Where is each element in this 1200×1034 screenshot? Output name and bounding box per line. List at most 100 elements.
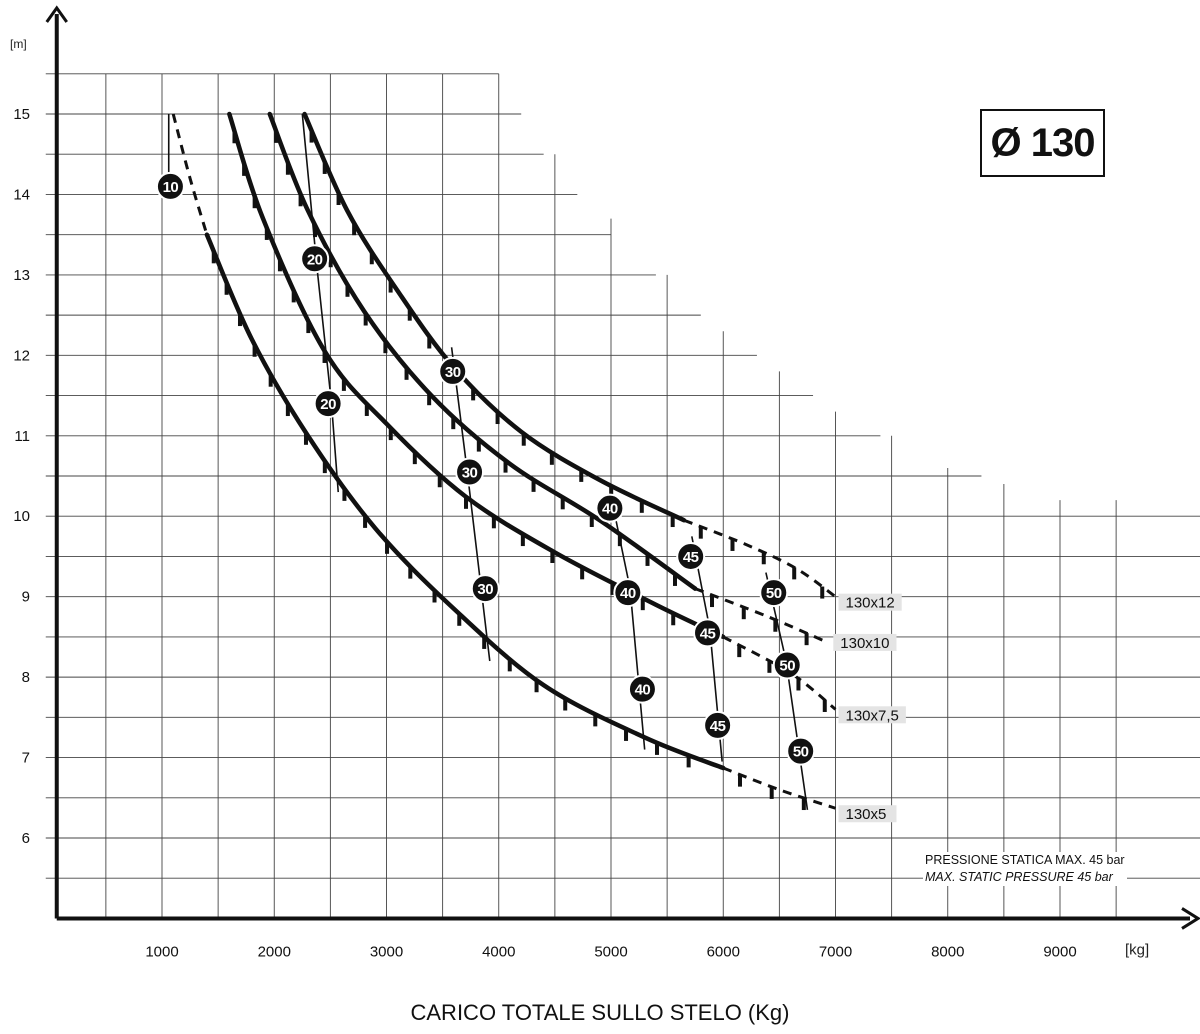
curve-tick	[383, 341, 388, 354]
series-label-130x10: 130x10	[833, 633, 897, 652]
curve-tick	[609, 486, 614, 499]
series-label-text: 130x5	[846, 806, 887, 823]
curve-tick	[328, 255, 333, 268]
iso-marker	[676, 541, 706, 571]
diameter-label: Ø 130	[980, 109, 1105, 177]
curve-tick	[252, 196, 257, 209]
grid	[45, 73, 1200, 919]
curve-tick	[672, 573, 677, 586]
curve-tick	[801, 798, 806, 811]
curve-tick	[686, 755, 691, 768]
curve-dashed-130x12	[683, 518, 837, 598]
curve-tick	[503, 460, 508, 473]
iso-marker	[759, 578, 789, 608]
curve-tick	[322, 161, 327, 174]
curve-tick	[792, 567, 797, 580]
iso-marker-label: 50	[779, 658, 795, 675]
x-tick-label: 1000	[145, 943, 178, 960]
curve-130x12	[302, 111, 687, 523]
curve-tick	[237, 314, 242, 327]
curve-tick	[274, 130, 279, 143]
curve-tick	[645, 553, 650, 566]
iso-marker-label: 45	[700, 625, 716, 642]
curve-tick	[268, 374, 273, 387]
pressure-note: PRESSIONE STATICA MAX. 45 bar MAX. STATI…	[923, 852, 1127, 886]
curve-tick	[737, 645, 742, 658]
curve-tick	[471, 388, 476, 401]
pressure-note-en: MAX. STATIC PRESSURE 45 bar	[925, 870, 1113, 884]
x-tick-label: 3000	[370, 943, 403, 960]
curve-tick	[211, 251, 216, 264]
curve-tick	[773, 619, 778, 632]
iso-marker	[438, 356, 468, 386]
iso-marker	[693, 618, 723, 648]
curve-tick	[593, 714, 598, 727]
curve-tick	[549, 452, 554, 465]
curve-tick	[364, 403, 369, 416]
iso-marker	[300, 244, 330, 274]
y-tick-label: 13	[13, 267, 30, 284]
curve-tick	[363, 313, 368, 326]
y-tick-label: 14	[13, 186, 30, 203]
x-tick-label: 4000	[482, 943, 515, 960]
curve-tick	[521, 433, 526, 446]
curve-tick	[769, 786, 774, 799]
series-label-bg	[838, 805, 897, 823]
curve-tick	[655, 742, 660, 755]
curve-tick	[737, 774, 742, 787]
iso-marker-label: 45	[710, 718, 726, 735]
series-label-text: 130x7,5	[846, 707, 899, 724]
curve-tick	[698, 526, 703, 539]
curve-tick	[388, 280, 393, 293]
iso-marker-label: 30	[462, 464, 478, 481]
iso-marker-label: 20	[307, 251, 323, 268]
labels: 1000 2000 3000 4000 5000 6000 7000 8000 9000 6 7 8 9…	[10, 37, 1149, 960]
curve-tick	[451, 417, 456, 430]
curve-tick	[491, 516, 496, 529]
iso-marker-label: 10	[163, 179, 179, 196]
curve-tick	[520, 534, 525, 547]
curve-tick	[579, 469, 584, 482]
y-unit-label: [m]	[10, 37, 27, 51]
curve-tick	[482, 636, 487, 649]
curve-tick	[624, 728, 629, 741]
curve-tick	[550, 550, 555, 563]
x-axis-arrow	[1181, 907, 1200, 930]
y-tick-label: 8	[22, 669, 30, 686]
x-tick-label: 6000	[707, 943, 740, 960]
curve-tick	[264, 227, 269, 240]
series-label-text: 130x12	[846, 595, 895, 612]
curve-tick	[232, 131, 237, 144]
curve-tick	[427, 336, 432, 349]
y-tick-label: 10	[13, 508, 30, 525]
x-axis-title: CARICO TOTALE SULLO STELO (Kg)	[410, 1000, 790, 1025]
curve-tick	[336, 192, 341, 205]
curve-tick	[464, 496, 469, 509]
curve-tick	[476, 439, 481, 452]
curve-tick	[767, 660, 772, 673]
curve-tick	[640, 598, 645, 611]
x-tick-label: 9000	[1043, 943, 1076, 960]
curve-tick	[437, 475, 442, 488]
iso-marker	[703, 710, 733, 740]
y-tick-label: 9	[22, 589, 30, 606]
curve-tick	[560, 497, 565, 510]
curve-tick	[306, 321, 311, 334]
curve-tick	[407, 308, 412, 321]
curve-tick	[457, 613, 462, 626]
y-tick-label: 6	[22, 830, 30, 847]
series-label-text: 130x10	[840, 635, 889, 652]
curve-tick	[741, 607, 746, 620]
series-label-bg	[838, 593, 902, 611]
curve-tick	[820, 586, 825, 599]
iso-marker-label: 45	[683, 549, 699, 566]
curve-tick	[761, 552, 766, 565]
curve-tick	[507, 659, 512, 672]
x-tick-label: 2000	[258, 943, 291, 960]
curve-tick	[385, 541, 390, 554]
curve-tick	[252, 344, 257, 357]
iso-line-20	[301, 113, 340, 493]
curve-tick	[345, 284, 350, 297]
curve-tick	[404, 367, 409, 380]
